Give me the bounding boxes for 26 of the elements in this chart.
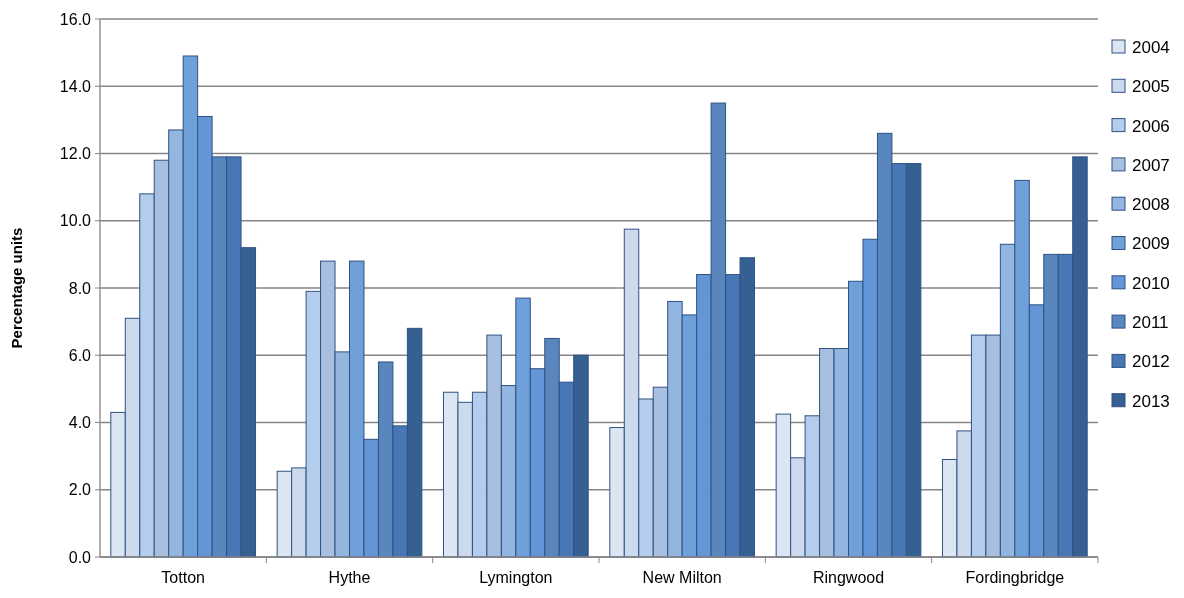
x-tick-label: Totton (161, 569, 205, 586)
x-tick-label: Ringwood (812, 569, 885, 586)
legend-label: 2011 (1132, 313, 1169, 333)
legend-label: 2004 (1132, 37, 1170, 57)
legend-label: 2006 (1132, 116, 1170, 136)
legend-label: 2010 (1132, 273, 1170, 293)
legend-label: 2007 (1132, 155, 1170, 175)
legend-label: 2013 (1132, 391, 1170, 411)
y-axis-title: Percentage units (8, 227, 25, 349)
y-tick-label: 12.0 (59, 145, 92, 163)
y-tick-label: 4.0 (68, 414, 92, 432)
y-tick-label: 8.0 (68, 279, 92, 297)
x-tick-label: Hythe (328, 569, 371, 586)
legend-label: 2008 (1132, 195, 1170, 215)
y-tick-label: 14.0 (59, 77, 92, 95)
legend-label: 2009 (1132, 234, 1170, 254)
x-tick-label: Fordingbridge (965, 569, 1065, 586)
y-tick-label: 16.0 (59, 10, 92, 28)
x-tick-label: New Milton (642, 569, 722, 586)
y-tick-label: 2.0 (68, 481, 92, 499)
legend-label: 2012 (1132, 352, 1170, 372)
x-tick-label: Lymington (479, 569, 553, 586)
legend-label: 2005 (1132, 77, 1170, 97)
y-tick-label: 6.0 (68, 346, 92, 364)
y-tick-label: 10.0 (59, 212, 92, 230)
y-tick-label: 0.0 (68, 548, 92, 566)
